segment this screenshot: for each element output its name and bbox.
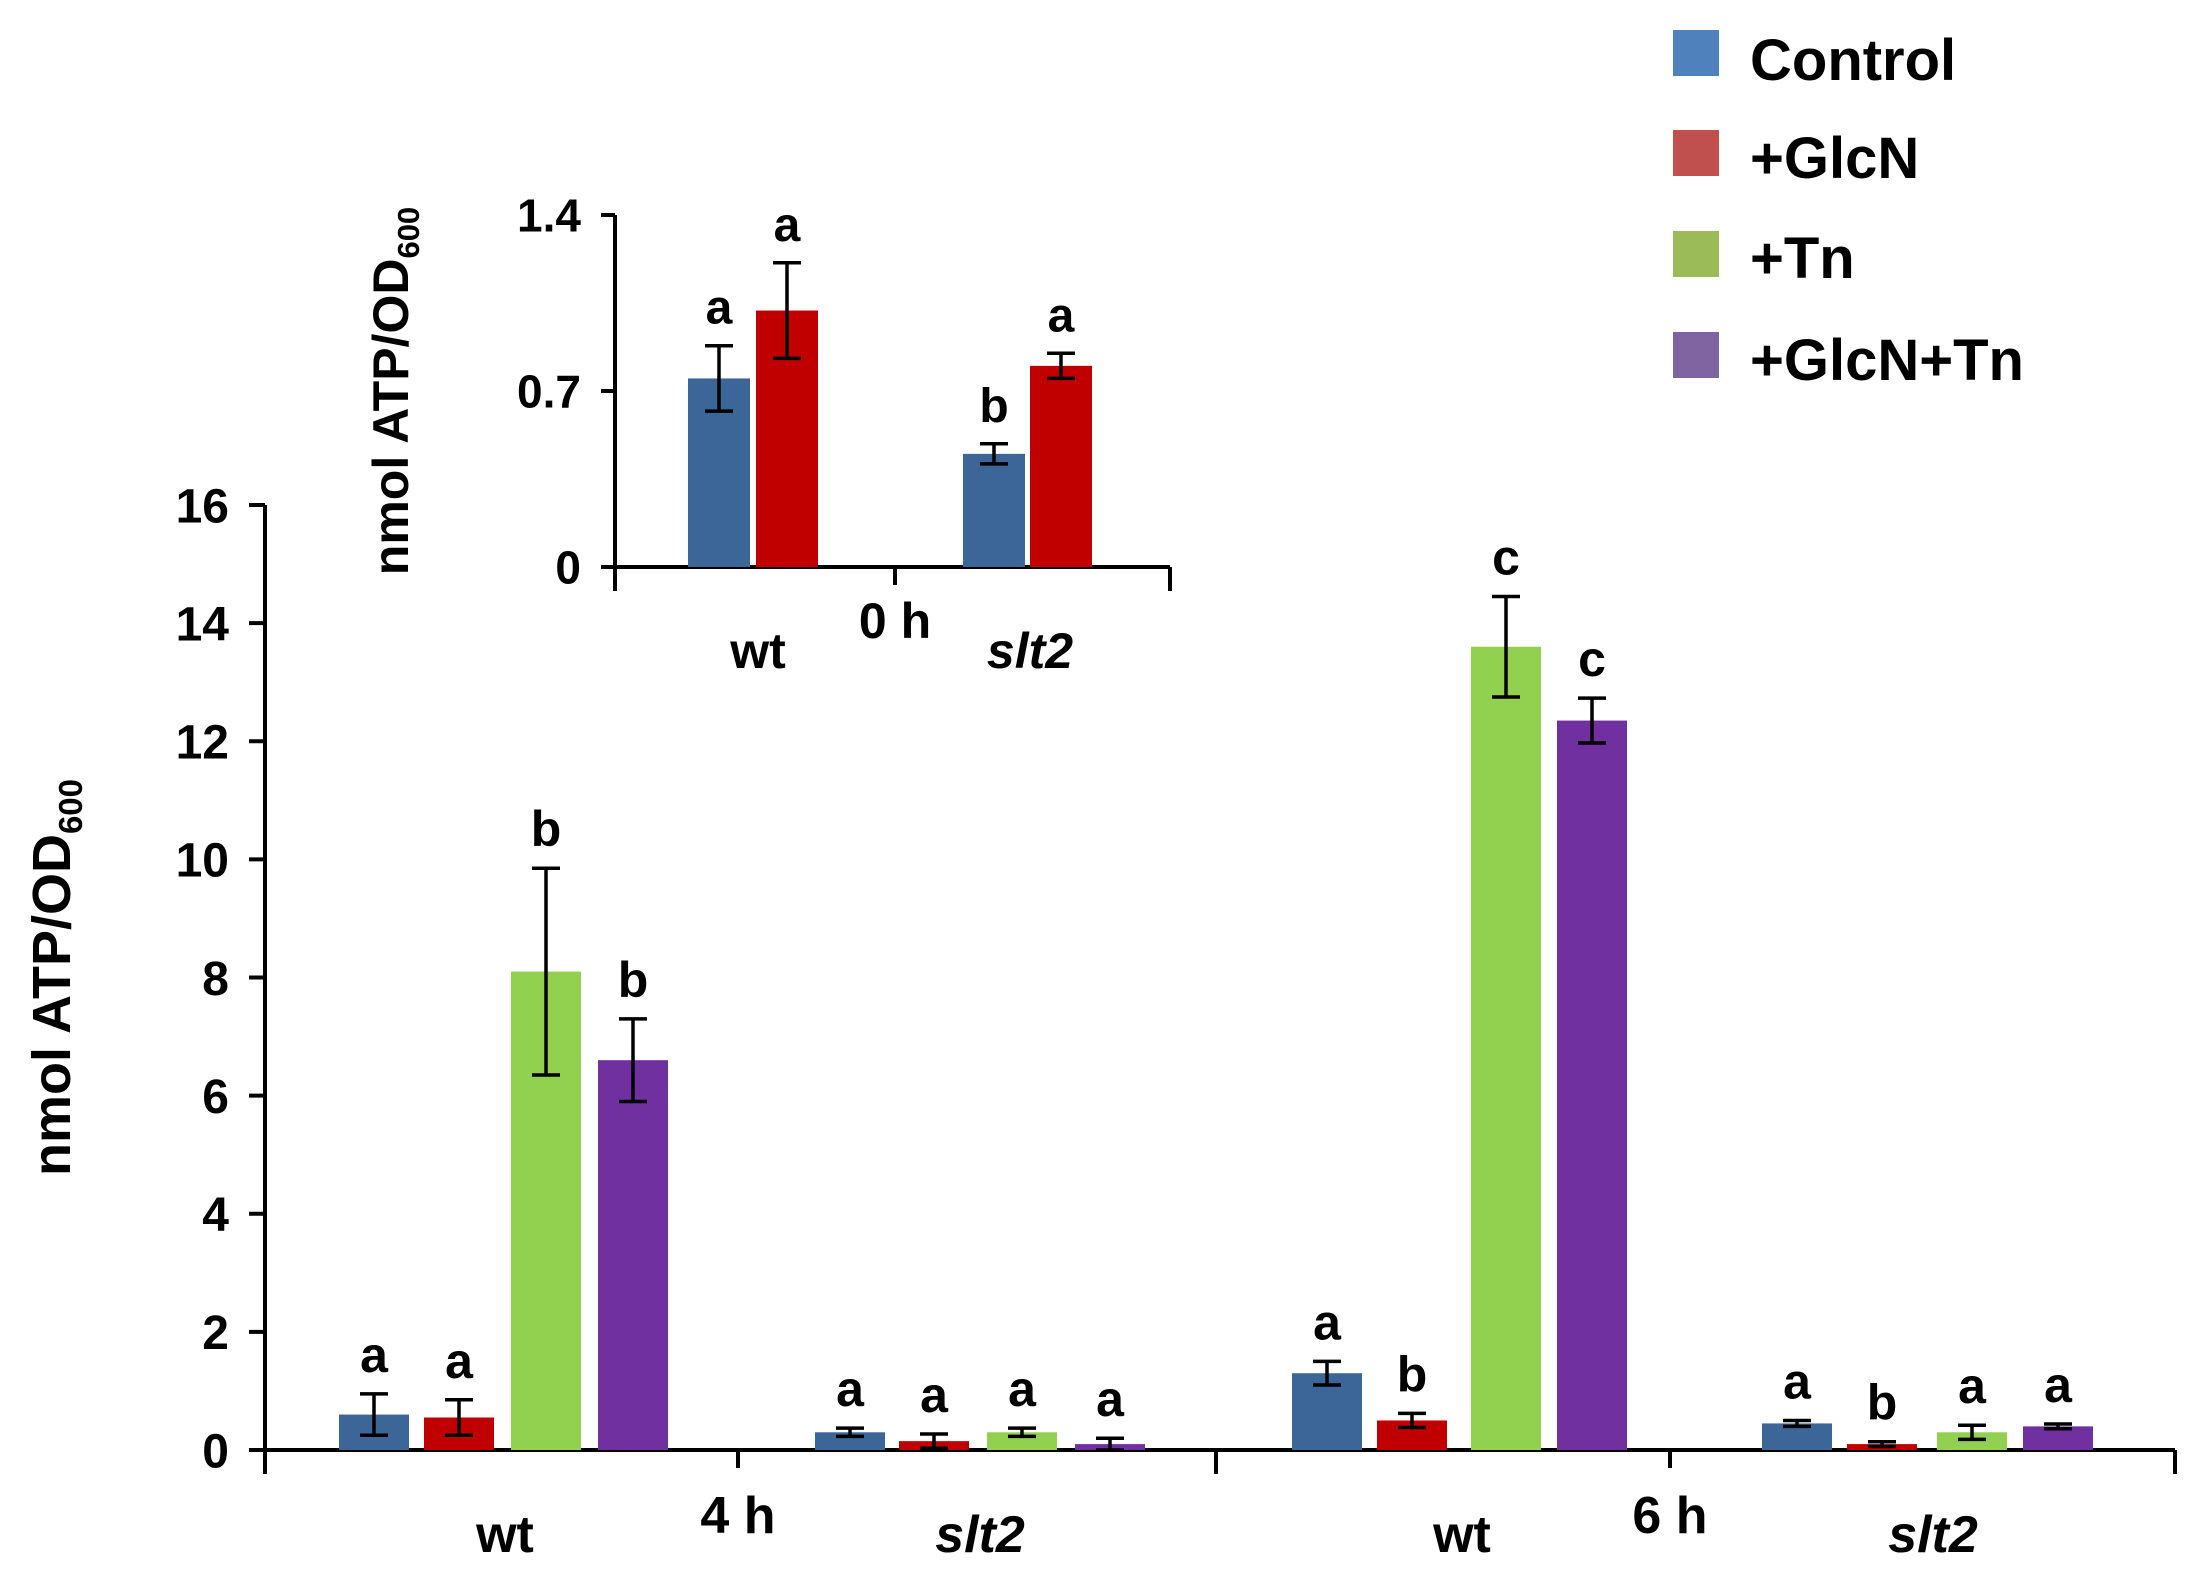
main-significance-letter: a [445, 1333, 474, 1389]
main-significance-letter: a [360, 1327, 389, 1383]
main-significance-letter: b [531, 801, 562, 857]
main-significance-letter: b [618, 952, 649, 1008]
main-significance-letter: a [836, 1361, 865, 1417]
main-significance-letter: a [1958, 1358, 1987, 1414]
main-error-bar [1783, 1418, 1811, 1429]
main-significance-letter: b [1397, 1346, 1428, 1402]
main-significance-letter: c [1492, 530, 1520, 586]
legend-label-glcn-tn: +GlcN+Tn [1750, 328, 2024, 393]
inset-time-label: 0 h [859, 593, 931, 649]
main-error-bar [836, 1426, 864, 1439]
main-error-bar [532, 866, 560, 1077]
main-error-bar [1008, 1426, 1036, 1439]
inset-significance-letter: b [979, 380, 1008, 433]
legend: Control +GlcN +Tn +GlcN+Tn [1673, 28, 2024, 393]
main-significance-letter: a [1008, 1361, 1037, 1417]
main-group-label: wt [475, 1506, 534, 1564]
main-group-label: wt [1432, 1506, 1491, 1564]
inset-y-tick-label: 1.4 [517, 190, 581, 242]
main-group-label: slt2 [935, 1506, 1025, 1564]
main-y-tick-label: 16 [176, 480, 229, 533]
inset-y-tick-label: 0 [555, 542, 581, 594]
main-error-bar [445, 1398, 473, 1437]
main-y-tick-label: 0 [202, 1425, 229, 1478]
main-bar-glcntn-wt [598, 1060, 668, 1450]
inset-y-tick-label: 0.7 [517, 366, 581, 418]
inset-significance-letter: a [706, 282, 733, 335]
legend-swatch-tn [1673, 231, 1719, 277]
main-error-bar [360, 1392, 388, 1437]
inset-bar-glcn-slt2 [1030, 365, 1092, 567]
main-bar-glcntn-slt2 [2023, 1426, 2093, 1450]
main-y-tick-label: 2 [202, 1307, 229, 1360]
main-time-label: 4 h [700, 1487, 775, 1545]
main-bar-tn-slt2 [1937, 1432, 2007, 1450]
main-significance-letter: a [1783, 1353, 1812, 1409]
main-significance-letter: a [920, 1367, 949, 1423]
main-significance-letter: a [1096, 1371, 1125, 1427]
main-significance-letter: c [1578, 631, 1606, 687]
legend-label-control: Control [1750, 28, 1956, 93]
main-y-tick-label: 4 [202, 1189, 229, 1242]
main-error-bar [920, 1432, 948, 1450]
main-y-tick-label: 8 [202, 953, 229, 1006]
main-error-bar [2044, 1422, 2072, 1431]
inset-significance-letter: a [774, 199, 801, 252]
inset-group-label: wt [729, 623, 786, 679]
main-y-tick-label: 14 [176, 598, 230, 651]
main-error-bar [1398, 1411, 1426, 1430]
inset-y-axis-label: nmol ATP/OD600 [363, 207, 426, 575]
main-significance-letter: a [2044, 1357, 2073, 1413]
main-bar-tn-slt2 [987, 1432, 1057, 1450]
main-y-axis-label: nmol ATP/OD600 [22, 779, 89, 1176]
main-error-bar [1578, 696, 1606, 745]
main-y-tick-label: 10 [176, 835, 229, 888]
main-error-bar [1492, 594, 1520, 699]
legend-label-glcn: +GlcN [1750, 126, 1919, 191]
main-error-bar [619, 1017, 647, 1104]
main-y-tick-label: 12 [176, 717, 229, 770]
legend-label-tn: +Tn [1750, 226, 1855, 291]
inset-significance-letter: a [1048, 289, 1075, 342]
inset-error-bar [980, 442, 1008, 466]
main-bar-control-slt2 [815, 1432, 885, 1450]
main-significance-letter: a [1313, 1294, 1342, 1350]
main-bar-tn-wt [1471, 646, 1541, 1450]
main-time-label: 6 h [1632, 1487, 1707, 1545]
legend-swatch-control [1673, 30, 1719, 76]
main-bar-glcntn-wt [1557, 720, 1627, 1450]
inset-bar-control-slt2 [963, 453, 1025, 567]
inset-error-bar [773, 261, 801, 361]
legend-swatch-glcn [1673, 130, 1719, 176]
main-significance-letter: b [1867, 1375, 1898, 1431]
main-error-bar [1096, 1436, 1124, 1452]
main-y-tick-label: 6 [202, 1071, 229, 1124]
inset-error-bar [1047, 351, 1075, 381]
inset-group-label: slt2 [987, 623, 1073, 679]
inset-error-bar [705, 343, 733, 413]
main-error-bar [1958, 1423, 1986, 1442]
main-error-bar [1313, 1359, 1341, 1387]
main-error-bar [1868, 1439, 1896, 1449]
main-group-label: slt2 [1888, 1506, 1978, 1564]
legend-swatch-glcn-tn [1673, 332, 1719, 378]
